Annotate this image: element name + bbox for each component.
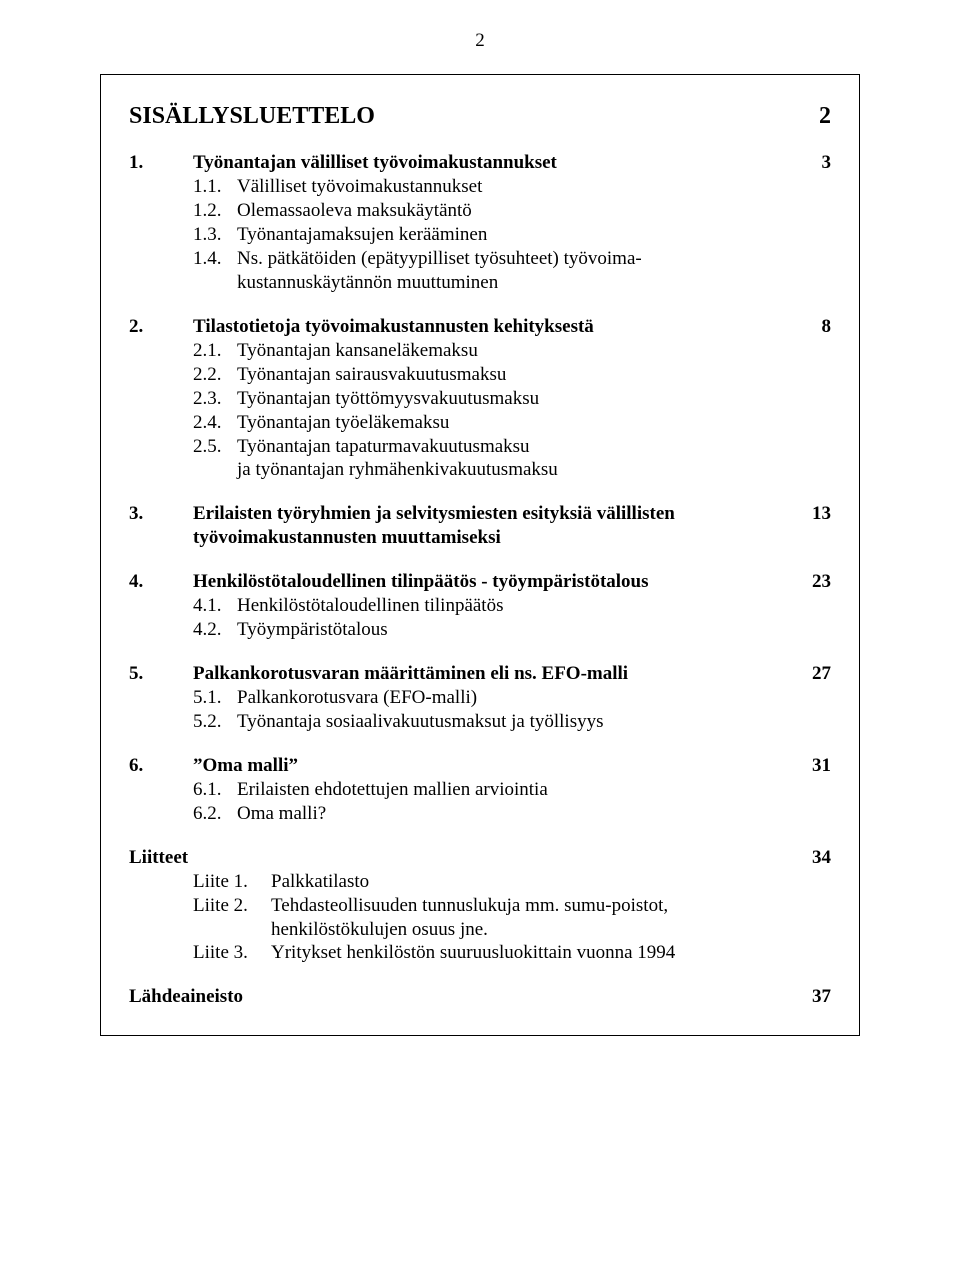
page: 2 SISÄLLYSLUETTELO 2 1. Työnantajan väli… [0,0,960,1286]
toc-subitem: Liite 3.Yritykset henkilöstön suuruusluo… [129,941,831,965]
subitem-num: 4.2. [193,618,237,642]
section-3-title-b: työvoimakustannusten muuttamiseksi [193,526,831,550]
attachments-title: Liitteet [129,846,188,870]
subitem-label: Työnantajamaksujen kerääminen [237,223,831,247]
subitem-label: Työympäristötalous [237,618,831,642]
section-3: 3. Erilaisten työryhmien ja selvitysmies… [129,502,831,550]
section-6: 6. ”Oma malli” 31 6.1.Erilaisten ehdotet… [129,754,831,826]
subitem-num: 5.1. [193,686,237,710]
subitem-num: 2.3. [193,387,237,411]
toc-subitem: 2.3.Työnantajan työttömyysvakuutusmaksu [129,387,831,411]
section-1: 1. Työnantajan välilliset työvoimakustan… [129,151,831,295]
subitem-num: 2.5. [193,435,237,459]
subitem-label: Oma malli? [237,802,831,826]
section-4-num: 4. [129,570,193,594]
toc-subitem: 6.2.Oma malli? [129,802,831,826]
subitem-num: Liite 3. [193,941,271,965]
subitem-label: Työnantajan tapaturmavakuutusmaksu [237,435,831,459]
subitem-label: Erilaisten ehdotettujen mallien arvioint… [237,778,831,802]
attachments-page: 34 [795,846,831,870]
section-2-title: Tilastotietoja työvoimakustannusten kehi… [193,315,785,339]
section-5-page: 27 [795,662,831,686]
section-5-title: Palkankorotusvaran määrittäminen eli ns.… [193,662,785,686]
section-3-page: 13 [795,502,831,526]
section-6-title: ”Oma malli” [193,754,785,778]
toc-subitem: 1.4.Ns. pätkätöiden (epätyypilliset työs… [129,247,831,271]
toc-title-page: 2 [795,101,831,131]
toc-title: SISÄLLYSLUETTELO [129,101,375,131]
toc-subitem: 2.2.Työnantajan sairausvakuutusmaksu [129,363,831,387]
sources-title: Lähdeaineisto [129,985,243,1009]
section-2-page: 8 [795,315,831,339]
subitem-label: Työnantajan sairausvakuutusmaksu [237,363,831,387]
toc-container: SISÄLLYSLUETTELO 2 1. Työnantajan välill… [100,74,860,1036]
subitem-label: Välilliset työvoimakustannukset [237,175,831,199]
section-5: 5. Palkankorotusvaran määrittäminen eli … [129,662,831,734]
toc-subitem: 1.3.Työnantajamaksujen kerääminen [129,223,831,247]
subitem-num: 2.4. [193,411,237,435]
subitem-label: Olemassaoleva maksukäytäntö [237,199,831,223]
section-4: 4. Henkilöstötaloudellinen tilinpäätös -… [129,570,831,642]
subitem-label: Palkkatilasto [271,870,831,894]
subitem-num: 1.1. [193,175,237,199]
section-2: 2. Tilastotietoja työvoimakustannusten k… [129,315,831,483]
section-3-num: 3. [129,502,193,526]
subitem-num: 5.2. [193,710,237,734]
subitem-label: Työnantajan kansaneläkemaksu [237,339,831,363]
toc-subitem: 4.2.Työympäristötalous [129,618,831,642]
section-3-title-a: Erilaisten työryhmien ja selvitysmiesten… [193,502,785,526]
section-4-page: 23 [795,570,831,594]
sources-page: 37 [795,985,831,1009]
sources: Lähdeaineisto 37 [129,985,831,1009]
subitem-num: 6.2. [193,802,237,826]
subitem-label: Yritykset henkilöstön suuruusluokittain … [271,941,831,965]
toc-subitem: 1.1.Välilliset työvoimakustannukset [129,175,831,199]
subitem-num: 2.2. [193,363,237,387]
toc-subitem: 5.1.Palkankorotusvara (EFO-malli) [129,686,831,710]
subitem-num: 1.4. [193,247,237,271]
toc-subitem: Liite 2.Tehdasteollisuuden tunnuslukuja … [129,894,831,918]
section-1-num: 1. [129,151,193,175]
toc-subitem: 2.5.Työnantajan tapaturmavakuutusmaksu [129,435,831,459]
subitem-label: Työnantajan työeläkemaksu [237,411,831,435]
toc-subitem: 2.4.Työnantajan työeläkemaksu [129,411,831,435]
subitem-label: Työnantajan työttömyysvakuutusmaksu [237,387,831,411]
subitem-label-cont: kustannuskäytännön muuttuminen [237,271,831,295]
section-2-num: 2. [129,315,193,339]
subitem-label: Ns. pätkätöiden (epätyypilliset työsuhte… [237,247,831,271]
subitem-label: Työnantaja sosiaalivakuutusmaksut ja työ… [237,710,831,734]
section-1-title: Työnantajan välilliset työvoimakustannuk… [193,151,785,175]
toc-subitem: Liite 1.Palkkatilasto [129,870,831,894]
section-6-num: 6. [129,754,193,778]
section-4-title: Henkilöstötaloudellinen tilinpäätös - ty… [193,570,785,594]
subitem-label: Palkankorotusvara (EFO-malli) [237,686,831,710]
subitem-num: 6.1. [193,778,237,802]
toc-subitem: 6.1.Erilaisten ehdotettujen mallien arvi… [129,778,831,802]
attachments: Liitteet 34 Liite 1.Palkkatilasto Liite … [129,846,831,966]
subitem-num: Liite 1. [193,870,271,894]
subitem-num: 1.3. [193,223,237,247]
toc-subitem: 1.2.Olemassaoleva maksukäytäntö [129,199,831,223]
page-number: 2 [100,30,860,52]
section-5-num: 5. [129,662,193,686]
section-1-page: 3 [795,151,831,175]
toc-subitem: 4.1.Henkilöstötaloudellinen tilinpäätös [129,594,831,618]
section-6-page: 31 [795,754,831,778]
subitem-label: Tehdasteollisuuden tunnuslukuja mm. sumu… [271,894,831,918]
subitem-num: 1.2. [193,199,237,223]
subitem-num: 2.1. [193,339,237,363]
subitem-num: 4.1. [193,594,237,618]
subitem-label-cont: henkilöstökulujen osuus jne. [271,918,831,942]
subitem-label: Henkilöstötaloudellinen tilinpäätös [237,594,831,618]
subitem-num: Liite 2. [193,894,271,918]
subitem-label-cont: ja työnantajan ryhmähenkivakuutusmaksu [237,458,831,482]
toc-subitem: 2.1.Työnantajan kansaneläkemaksu [129,339,831,363]
toc-subitem: 5.2.Työnantaja sosiaalivakuutusmaksut ja… [129,710,831,734]
